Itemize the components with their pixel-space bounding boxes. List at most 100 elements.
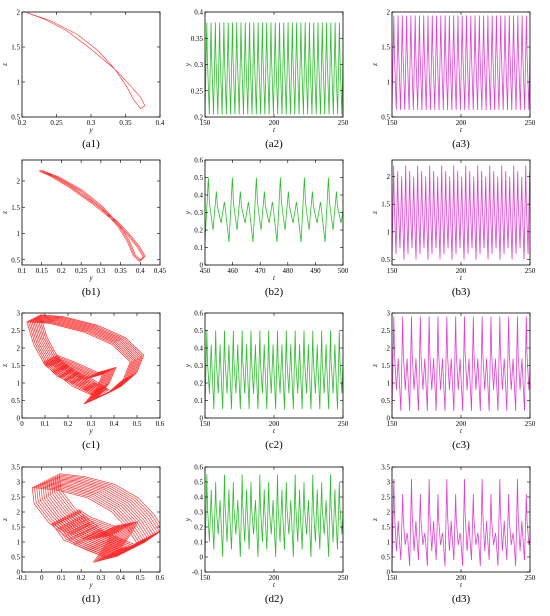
- x-tick-label-c1-5: 0.5: [133, 420, 142, 428]
- y-tick-label-b1-0: 0.5: [11, 256, 20, 264]
- y-tick-label-d3-0: 0: [387, 569, 391, 577]
- panel-c2: 150 200 250 0 0.1 0.2 0.3 0.4 0.5 0.6 t y (c2): [184, 310, 349, 452]
- y-tick-label-d3-1: 0.5: [381, 554, 390, 562]
- panel-d2: 150 200 250 -0.1 0 0.1 0.2 0.3 0.4 0.5 0.6 t y (d2): [184, 464, 349, 606]
- trajectory-loop-d1-10: [52, 476, 158, 553]
- x-axis-label-c3: t: [460, 427, 463, 435]
- panel-d1: -0.1 0 0.1 0.2 0.3 0.4 0.5 0.600.511.522.533.5y…: [1, 464, 165, 606]
- panel-c3: 150 200 250 0 0.5 1 1.5 2 2.5 3 t z (c3): [371, 310, 536, 452]
- y-tick-label-a1-2: 1.5: [11, 44, 20, 52]
- y-tick-label-d1-4: 2: [17, 509, 21, 517]
- x-tick-label-c1-4: 0.4: [110, 420, 119, 428]
- panel-b2: 450 460 470 480 490 500 0 0.1 0.2 0.3 0.4 0.5 0.6 t y (…: [184, 157, 349, 299]
- y-axis-label-c1: z: [1, 364, 9, 368]
- series-line-c3: [392, 316, 530, 412]
- y-tick-label-a1-1: 1: [17, 79, 21, 87]
- panel-caption-d3: (d3): [452, 593, 471, 605]
- y-tick-label-c3-1: 0.5: [381, 397, 390, 405]
- panel-caption-a2: (a2): [265, 138, 283, 150]
- trajectory-loop-a1-0: [26, 12, 146, 109]
- x-tick-label-a1-4: 0.4: [156, 119, 165, 127]
- y-tick-label-d1-1: 0.5: [11, 554, 20, 562]
- y-tick-label-c1-5: 2.5: [11, 327, 20, 335]
- x-axis-label-a3: t: [460, 126, 463, 134]
- y-tick-label-c3-2: 1: [387, 380, 391, 388]
- x-tick-label-b2-0: 450: [200, 267, 211, 275]
- panel-caption-b1: (b1): [82, 286, 101, 298]
- y-axis-label-c3: z: [371, 364, 379, 368]
- panel-d3: 150 200 250 0 0.5 1 1.5 2 2.5 3 3.5 t z (d3): [371, 464, 536, 606]
- y-tick-label-c1-3: 1.5: [11, 362, 20, 370]
- y-tick-label-d1-2: 1: [17, 539, 21, 547]
- y-tick-label-b3-2: 1.5: [381, 201, 390, 209]
- panel-caption-c1: (c1): [82, 439, 100, 451]
- y-axis-label-b1: z: [1, 211, 9, 215]
- x-tick-label-c1-1: 0.1: [41, 420, 50, 428]
- x-tick-label-b1-1: 0.15: [36, 267, 49, 275]
- x-tick-label-c3-0: 150: [387, 420, 398, 428]
- panel-caption-c3: (c3): [452, 439, 470, 451]
- x-axis-label-d3: t: [460, 581, 463, 589]
- plot-area-d1: [31, 473, 160, 563]
- y-tick-label-d3-2: 1: [387, 539, 391, 547]
- trajectory-loop-d1-8: [48, 478, 154, 555]
- x-tick-label-d2-2: 250: [338, 574, 349, 582]
- panel-b3: 150 200 250 0.5 1 1.5 2 t z (b3): [371, 159, 536, 298]
- x-tick-label-c1-2: 0.2: [64, 420, 73, 428]
- series-line-d3: [392, 478, 530, 567]
- plot-area-a1: [26, 12, 146, 109]
- y-tick-label-b1-1: 1: [17, 230, 21, 238]
- y-axis-label-c2: y: [184, 363, 192, 368]
- plot-area-b3: [392, 165, 530, 260]
- y-tick-label-b2-0: 0: [200, 262, 204, 270]
- x-tick-label-c2-2: 250: [338, 420, 349, 428]
- trajectory-loop-d1-11: [54, 475, 160, 552]
- y-axis-label-a2: y: [184, 62, 192, 67]
- trajectory-loop-d1-5: [42, 481, 148, 558]
- y-tick-label-b2-6: 0.6: [194, 157, 203, 165]
- series-line-a3: [392, 15, 530, 111]
- x-tick-label-b3-0: 150: [387, 267, 398, 275]
- x-tick-label-d2-1: 200: [269, 574, 280, 582]
- x-tick-label-b1-4: 0.3: [96, 267, 105, 275]
- y-tick-label-d1-3: 1.5: [11, 524, 20, 532]
- panel-caption-b3: (b3): [452, 286, 471, 298]
- axes-frame-a1: [21, 11, 161, 118]
- y-tick-label-c1-2: 1: [17, 380, 21, 388]
- y-tick-label-d3-6: 3: [387, 479, 391, 487]
- x-tick-label-b1-2: 0.2: [57, 267, 66, 275]
- y-tick-label-c3-5: 2.5: [381, 327, 390, 335]
- panel-caption-a3: (a3): [452, 138, 470, 150]
- y-tick-label-d2-5: 0.4: [194, 494, 203, 502]
- panel-c1: 0 0.1 0.2 0.3 0.4 0.5 0.6 0 0.5 1 1.5 2 2.5 3 y z (c1): [1, 310, 165, 452]
- y-tick-label-b2-3: 0.3: [194, 209, 203, 217]
- y-tick-label-d1-0: 0: [17, 569, 21, 577]
- y-tick-label-c1-6: 3: [17, 310, 21, 318]
- x-tick-label-a1-0: 0.2: [18, 119, 27, 127]
- x-tick-label-d1-3: 0.2: [77, 574, 86, 582]
- y-tick-label-a2-0: 0.2: [194, 114, 203, 122]
- y-axis-label-d2: y: [184, 517, 192, 522]
- x-axis-label-b2: t: [273, 274, 276, 282]
- x-tick-label-a3-0: 150: [387, 119, 398, 127]
- y-tick-label-b3-3: 2: [387, 173, 391, 181]
- x-tick-label-d1-4: 0.3: [96, 574, 105, 582]
- trajectory-loop-d1-13: [58, 473, 160, 549]
- x-axis-label-c2: t: [273, 427, 276, 435]
- trajectory-loop-b1-2: [40, 169, 146, 261]
- y-tick-label-c3-4: 2: [387, 345, 391, 353]
- y-tick-label-c2-5: 0.5: [194, 327, 203, 335]
- series-line-a2: [205, 22, 343, 115]
- y-tick-label-a3-3: 2: [387, 9, 391, 17]
- x-tick-label-b2-4: 490: [310, 267, 321, 275]
- trajectory-loop-d1-12: [56, 474, 160, 551]
- y-tick-label-c2-6: 0.6: [194, 310, 203, 318]
- y-tick-label-d2-2: 0.1: [194, 539, 203, 547]
- x-axis-label-d1: y: [88, 581, 93, 589]
- y-tick-label-d3-5: 2.5: [381, 494, 390, 502]
- x-axis-label-c1: y: [88, 427, 93, 435]
- x-tick-label-d1-6: 0.5: [136, 574, 145, 582]
- x-tick-label-a1-1: 0.25: [50, 119, 63, 127]
- plot-area-b2: [205, 177, 343, 243]
- plot-area-b1: [38, 169, 146, 262]
